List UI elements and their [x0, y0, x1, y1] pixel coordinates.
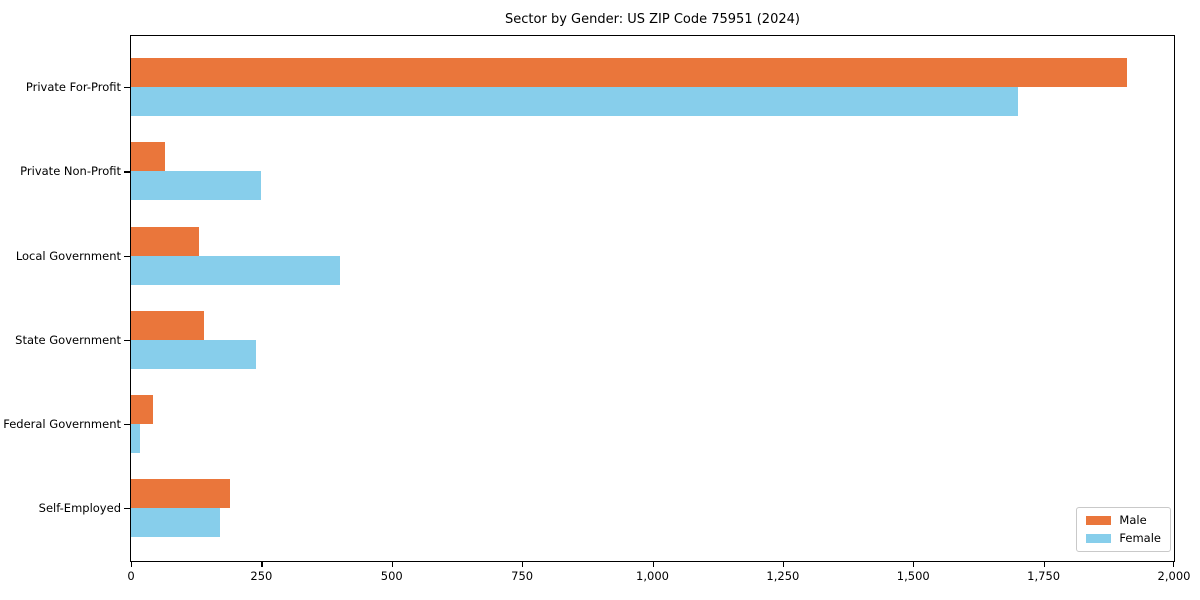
x-tick-label: 1,000	[636, 569, 669, 583]
x-tick-label: 2,000	[1157, 569, 1191, 583]
bar-male-1	[131, 142, 165, 172]
legend-label-male: Male	[1119, 513, 1147, 527]
category-label: State Government	[15, 332, 121, 347]
bar-male-3	[131, 310, 204, 340]
x-tick-label: 1,250	[766, 569, 800, 583]
bar-male-4	[131, 395, 153, 425]
category-label: Self-Employed	[38, 501, 121, 516]
y-axis-tick	[124, 255, 130, 257]
legend: Male Female	[1076, 507, 1171, 552]
bar-male-2	[131, 226, 199, 256]
bar-female-4	[131, 424, 141, 454]
x-axis-tick	[1043, 562, 1045, 567]
x-tick-label: 1,500	[896, 569, 930, 583]
x-axis-tick	[652, 562, 654, 567]
bar-female-1	[131, 171, 262, 201]
chart-title: Sector by Gender: US ZIP Code 75951 (202…	[505, 12, 800, 27]
y-axis-tick	[124, 339, 130, 342]
x-tick-label: 1,750	[1027, 569, 1061, 583]
legend-item-male: Male	[1086, 513, 1161, 527]
x-tick-label: 0	[127, 569, 135, 583]
bar-female-2	[131, 255, 340, 285]
legend-swatch-male	[1086, 516, 1112, 525]
category-label: Private For-Profit	[25, 80, 121, 95]
x-axis-tick	[782, 562, 785, 567]
y-axis-tick	[124, 171, 130, 173]
x-tick-label: 500	[380, 569, 403, 583]
x-axis-tick	[391, 562, 393, 567]
x-axis-tick	[1173, 562, 1175, 567]
bar-female-5	[131, 508, 220, 538]
x-tick-label: 250	[250, 569, 273, 583]
legend-item-female: Female	[1086, 531, 1161, 545]
x-axis-tick	[261, 562, 263, 567]
bar-female-0	[131, 87, 1018, 117]
y-axis-tick	[124, 508, 130, 510]
y-axis-tick	[124, 87, 130, 89]
legend-swatch-female	[1086, 534, 1112, 543]
bar-female-3	[131, 339, 257, 369]
x-tick-label: 750	[511, 569, 534, 583]
x-axis-tick	[131, 562, 133, 567]
x-axis-tick	[522, 562, 524, 567]
category-label: Private Non-Profit	[20, 164, 121, 179]
y-axis-tick	[124, 424, 130, 426]
plot-area: Private For-Profit Private Non-Profit Loca…	[3, 35, 1190, 583]
bar-male-5	[131, 479, 231, 509]
x-axis-tick	[913, 562, 915, 567]
category-label: Federal Government	[3, 417, 121, 432]
legend-label-female: Female	[1119, 531, 1161, 545]
category-label: Local Government	[15, 248, 121, 263]
bar-male-0	[131, 58, 1128, 88]
